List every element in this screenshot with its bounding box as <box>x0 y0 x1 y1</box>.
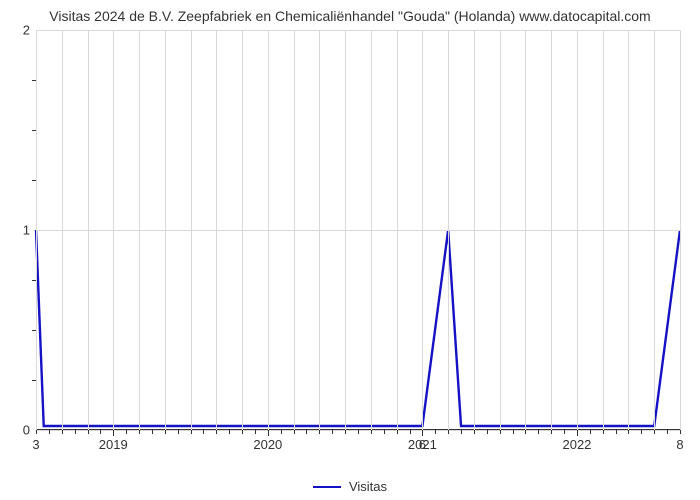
x-minor-tick <box>461 430 462 434</box>
x-minor-tick <box>113 430 114 434</box>
y-minor-tick <box>32 130 36 131</box>
x-minor-tick <box>268 430 269 434</box>
x-minor-tick <box>641 430 642 434</box>
chart-container: Visitas 2024 de B.V. Zeepfabriek en Chem… <box>0 0 700 500</box>
x-minor-tick <box>203 430 204 434</box>
y-tick-label: 1 <box>0 223 30 238</box>
x-minor-tick <box>62 430 63 434</box>
x-minor-tick <box>603 430 604 434</box>
x-minor-tick <box>448 430 449 434</box>
x-minor-tick <box>564 430 565 434</box>
legend-swatch <box>313 486 341 488</box>
y-minor-tick <box>32 80 36 81</box>
x-minor-tick <box>551 430 552 434</box>
y-minor-tick <box>32 380 36 381</box>
x-minor-tick <box>229 430 230 434</box>
x-tick-label-year: 2022 <box>562 437 591 452</box>
x-minor-tick <box>165 430 166 434</box>
chart-title: Visitas 2024 de B.V. Zeepfabriek en Chem… <box>0 0 700 24</box>
y-minor-tick <box>32 180 36 181</box>
x-tick-label-secondary: 8 <box>676 437 683 452</box>
plot-area: 2019202020212022368 <box>36 30 681 430</box>
x-minor-tick <box>152 430 153 434</box>
x-minor-tick <box>281 430 282 434</box>
legend-label: Visitas <box>349 479 387 494</box>
x-minor-tick <box>126 430 127 434</box>
grid-horizontal <box>36 230 680 231</box>
y-minor-tick <box>32 280 36 281</box>
x-minor-tick <box>654 430 655 434</box>
x-minor-tick <box>100 430 101 434</box>
x-minor-tick <box>667 430 668 434</box>
x-minor-tick <box>474 430 475 434</box>
x-minor-tick <box>319 430 320 434</box>
x-minor-tick <box>191 430 192 434</box>
x-minor-tick <box>255 430 256 434</box>
x-tick-label-secondary: 6 <box>419 437 426 452</box>
x-minor-tick <box>358 430 359 434</box>
legend: Visitas <box>0 475 700 495</box>
x-minor-tick <box>345 430 346 434</box>
x-minor-tick <box>577 430 578 434</box>
x-minor-tick <box>422 430 423 434</box>
x-minor-tick <box>680 430 681 434</box>
x-minor-tick <box>75 430 76 434</box>
x-minor-tick <box>590 430 591 434</box>
x-tick-label-year: 2020 <box>253 437 282 452</box>
x-minor-tick <box>410 430 411 434</box>
x-tick-label-year: 2019 <box>99 437 128 452</box>
x-minor-tick <box>616 430 617 434</box>
x-minor-tick <box>384 430 385 434</box>
series-visitas <box>36 230 680 426</box>
x-minor-tick <box>628 430 629 434</box>
legend-item-visitas: Visitas <box>313 479 387 494</box>
x-minor-tick <box>294 430 295 434</box>
grid-horizontal <box>36 30 680 31</box>
x-minor-tick <box>139 430 140 434</box>
x-minor-tick <box>36 430 37 434</box>
grid-vertical <box>680 30 681 430</box>
x-minor-tick <box>513 430 514 434</box>
x-minor-tick <box>538 430 539 434</box>
x-minor-tick <box>306 430 307 434</box>
x-minor-tick <box>371 430 372 434</box>
x-minor-tick <box>332 430 333 434</box>
x-minor-tick <box>178 430 179 434</box>
x-minor-tick <box>88 430 89 434</box>
x-minor-tick <box>435 430 436 434</box>
y-minor-tick <box>32 330 36 331</box>
x-minor-tick <box>242 430 243 434</box>
x-tick-label-secondary: 3 <box>32 437 39 452</box>
x-minor-tick <box>525 430 526 434</box>
x-minor-tick <box>397 430 398 434</box>
x-minor-tick <box>487 430 488 434</box>
x-minor-tick <box>500 430 501 434</box>
y-tick-label: 2 <box>0 23 30 38</box>
x-minor-tick <box>216 430 217 434</box>
y-tick-label: 0 <box>0 423 30 438</box>
x-minor-tick <box>49 430 50 434</box>
